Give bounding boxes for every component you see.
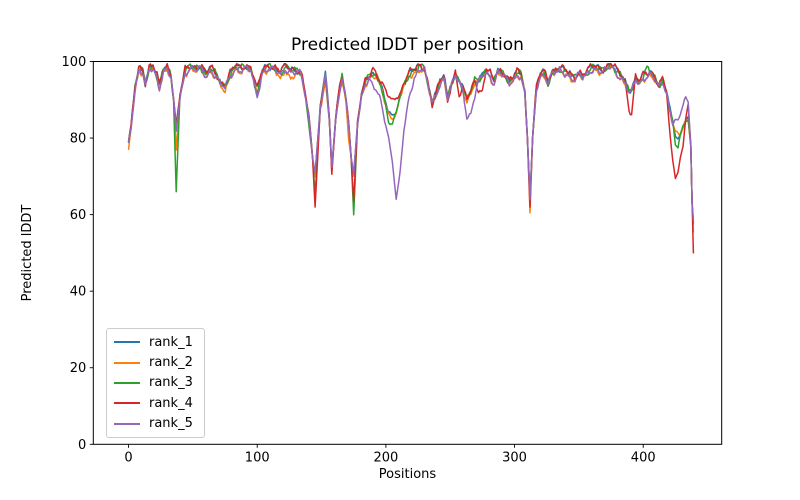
legend-line-sample-rank_2: [114, 361, 140, 364]
x-tick-label: 100: [245, 450, 270, 465]
legend-label: rank_2: [149, 355, 193, 371]
legend-item-rank_5: rank_5: [114, 417, 197, 430]
legend-line-sample-rank_1: [114, 341, 140, 344]
legend-label: rank_5: [149, 416, 193, 432]
x-tick-label: 400: [631, 450, 656, 465]
legend-item-rank_2: rank_2: [114, 356, 197, 369]
legend-item-rank_1: rank_1: [114, 336, 197, 349]
series-line-rank_4: [127, 63, 695, 254]
y-axis-label: Predicted lDDT: [20, 205, 35, 302]
legend-line-sample-rank_4: [114, 402, 140, 405]
legend: rank_1 rank_2 rank_3 rank_4 rank_5: [106, 328, 205, 438]
y-tick-label: 40: [70, 285, 87, 300]
x-tick-label: 200: [373, 450, 398, 465]
legend-item-rank_3: rank_3: [114, 376, 197, 389]
y-tick-label: 100: [61, 55, 86, 70]
legend-line-sample-rank_3: [114, 381, 140, 384]
legend-label: rank_1: [149, 334, 193, 350]
series-line-rank_1: [127, 63, 695, 225]
y-tick-label: 0: [78, 438, 86, 453]
legend-line-sample-rank_5: [114, 422, 140, 425]
series-line-rank_2: [127, 64, 695, 233]
legend-label: rank_4: [149, 395, 193, 411]
y-tick-label: 80: [70, 132, 87, 147]
series-line-rank_5: [127, 65, 695, 222]
series-line-rank_3: [127, 63, 695, 223]
x-tick-label: 0: [124, 450, 132, 465]
x-axis-label: Positions: [379, 467, 437, 482]
plot-border: [92, 61, 723, 445]
chart-title: Predicted lDDT per position: [291, 35, 524, 55]
y-tick-label: 60: [70, 208, 87, 223]
y-tick-label: 20: [70, 361, 87, 376]
x-tick-label: 300: [502, 450, 527, 465]
legend-item-rank_4: rank_4: [114, 397, 197, 410]
legend-label: rank_3: [149, 375, 193, 391]
